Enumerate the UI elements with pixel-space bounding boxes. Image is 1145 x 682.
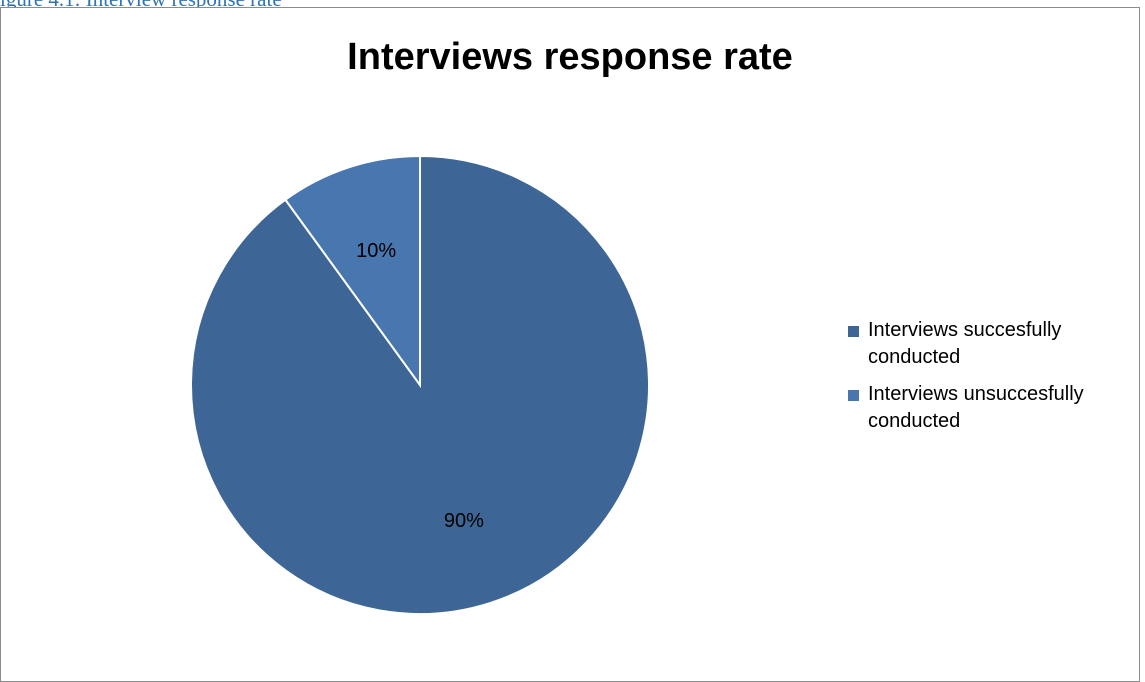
figure-caption: igure 4.1: Interview response rate: [0, 0, 400, 10]
legend-swatch-successful: [848, 326, 859, 337]
legend: Interviews succesfully conducted Intervi…: [848, 317, 1138, 445]
pie-label-unsuccessful: 10%: [356, 240, 396, 262]
legend-item-successful: Interviews succesfully conducted: [848, 317, 1138, 371]
legend-swatch-unsuccessful: [848, 390, 859, 401]
pie-label-successful: 90%: [444, 510, 484, 532]
pie-slice-unsuccessful: [284, 154, 421, 389]
legend-item-unsuccessful: Interviews unsuccesfully conducted: [848, 381, 1138, 435]
legend-label-unsuccessful: Interviews unsuccesfully conducted: [868, 383, 1084, 432]
chart-title: Interviews response rate: [347, 36, 793, 78]
legend-label-successful: Interviews succesfully conducted: [868, 319, 1062, 368]
